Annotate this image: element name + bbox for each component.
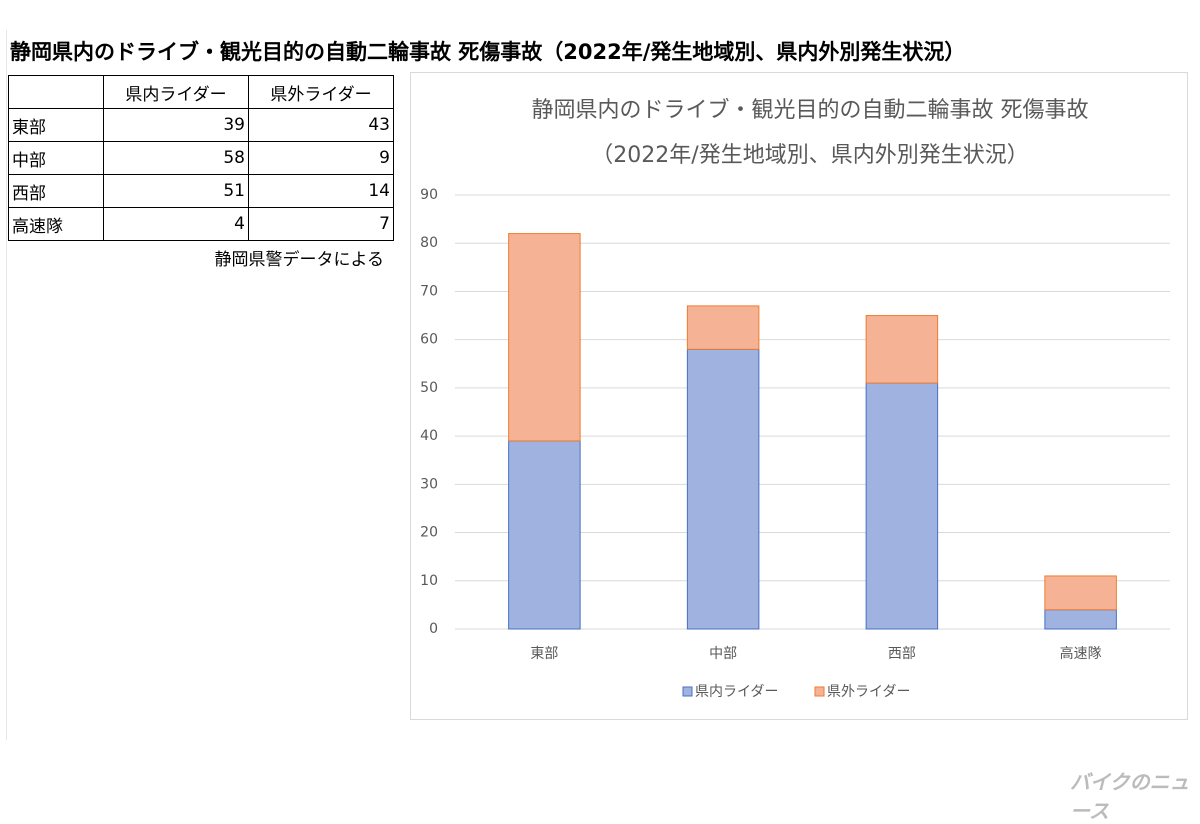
chart-frame	[410, 72, 1188, 720]
header-cell: 県外ライダー	[248, 75, 394, 109]
legend-label: 県外ライダー	[827, 684, 910, 700]
frame-line	[6, 30, 7, 740]
number-cell: 14	[248, 174, 394, 208]
y-tick-label: 10	[420, 573, 438, 589]
table-row: 西部 51 14	[8, 174, 394, 208]
x-tick-label: 高速隊	[1060, 645, 1102, 662]
table-row: 高速隊 4 7	[8, 207, 394, 241]
legend-swatch	[814, 686, 825, 697]
bar-segment	[865, 382, 939, 630]
header-cell: 県内ライダー	[103, 75, 249, 109]
number-cell: 4	[103, 207, 249, 241]
row-label: 西部	[8, 174, 104, 208]
chart-title: 静岡県内のドライブ・観光目的の自動二輪事故 死傷事故（2022年/発生地域別、県…	[531, 98, 1089, 168]
x-tick-label: 西部	[888, 646, 916, 662]
legend-label: 県内ライダー	[695, 684, 778, 700]
bar-segment	[865, 315, 939, 384]
y-tick-label: 70	[420, 283, 438, 299]
data-table: 県内ライダー 県外ライダー 東部 39 43 中部 58 9 西部 51 14 高速隊 4 7	[8, 75, 394, 241]
y-tick-label: 40	[420, 428, 438, 444]
y-tick-label: 20	[420, 525, 438, 541]
bar-segment	[1044, 575, 1117, 611]
heading: 静岡県内のドライブ・観光目的の自動二輪事故 死傷事故（2022年/発生地域別、県…	[10, 40, 966, 64]
table-row: 東部 39 43	[8, 108, 394, 142]
legend-swatch	[682, 686, 693, 697]
x-tick-label: 東部	[530, 646, 558, 662]
y-tick-label: 90	[420, 187, 438, 203]
number-cell: 39	[103, 108, 249, 142]
page: 静岡県内のドライブ・観光目的の自動二輪事故 死傷事故（2022年/発生地域別、県…	[6, 30, 1190, 823]
table-row: 県内ライダー 県外ライダー	[8, 75, 394, 109]
number-cell: 7	[248, 207, 394, 241]
watermark: バイクのニュース	[1070, 770, 1190, 823]
y-tick-label: 0	[429, 621, 438, 637]
y-tick-label: 30	[420, 476, 438, 492]
y-tick-label: 60	[420, 332, 438, 348]
bar-segment	[686, 305, 760, 350]
row-label: 中部	[8, 141, 104, 175]
note: 静岡県警データによる	[214, 250, 385, 270]
bar-segment	[686, 348, 760, 630]
bar-segment	[508, 233, 581, 442]
bar-segment	[1044, 609, 1117, 630]
y-tick-label: 80	[420, 235, 438, 251]
bar-segment	[508, 440, 581, 630]
x-tick-label: 中部	[709, 646, 737, 662]
row-label: 東部	[8, 108, 104, 142]
number-cell: 58	[103, 141, 249, 175]
y-tick-label: 50	[420, 380, 438, 396]
row-label: 高速隊	[8, 207, 104, 241]
